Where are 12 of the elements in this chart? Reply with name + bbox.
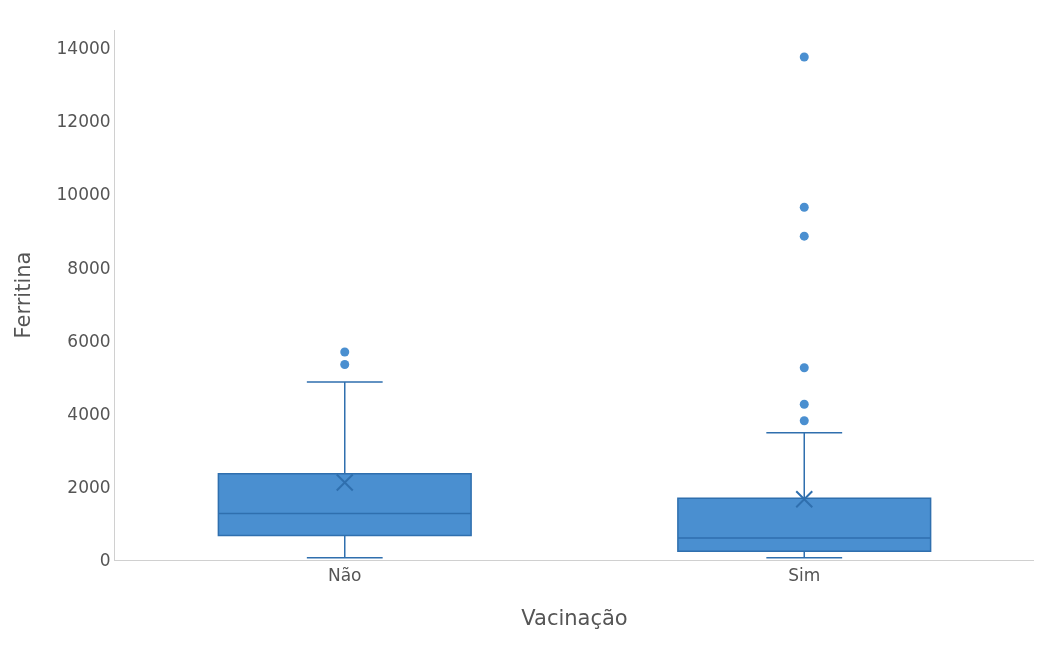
y-tick-label: 4000 <box>67 403 111 424</box>
x-axis-title: Vacinação <box>521 605 628 630</box>
y-tick-label: 6000 <box>67 330 111 351</box>
x-tick-label: Sim <box>788 565 821 586</box>
y-tick-label: 14000 <box>56 38 111 59</box>
y-axis-title: Ferritina <box>10 251 35 339</box>
y-tick-label: 10000 <box>56 184 111 205</box>
x-tick-label: Não <box>327 565 362 586</box>
y-tick-label: 12000 <box>56 111 111 132</box>
y-tick-label: 0 <box>99 549 111 570</box>
y-tick-label: 2000 <box>67 476 111 497</box>
y-tick-label: 8000 <box>67 257 111 278</box>
